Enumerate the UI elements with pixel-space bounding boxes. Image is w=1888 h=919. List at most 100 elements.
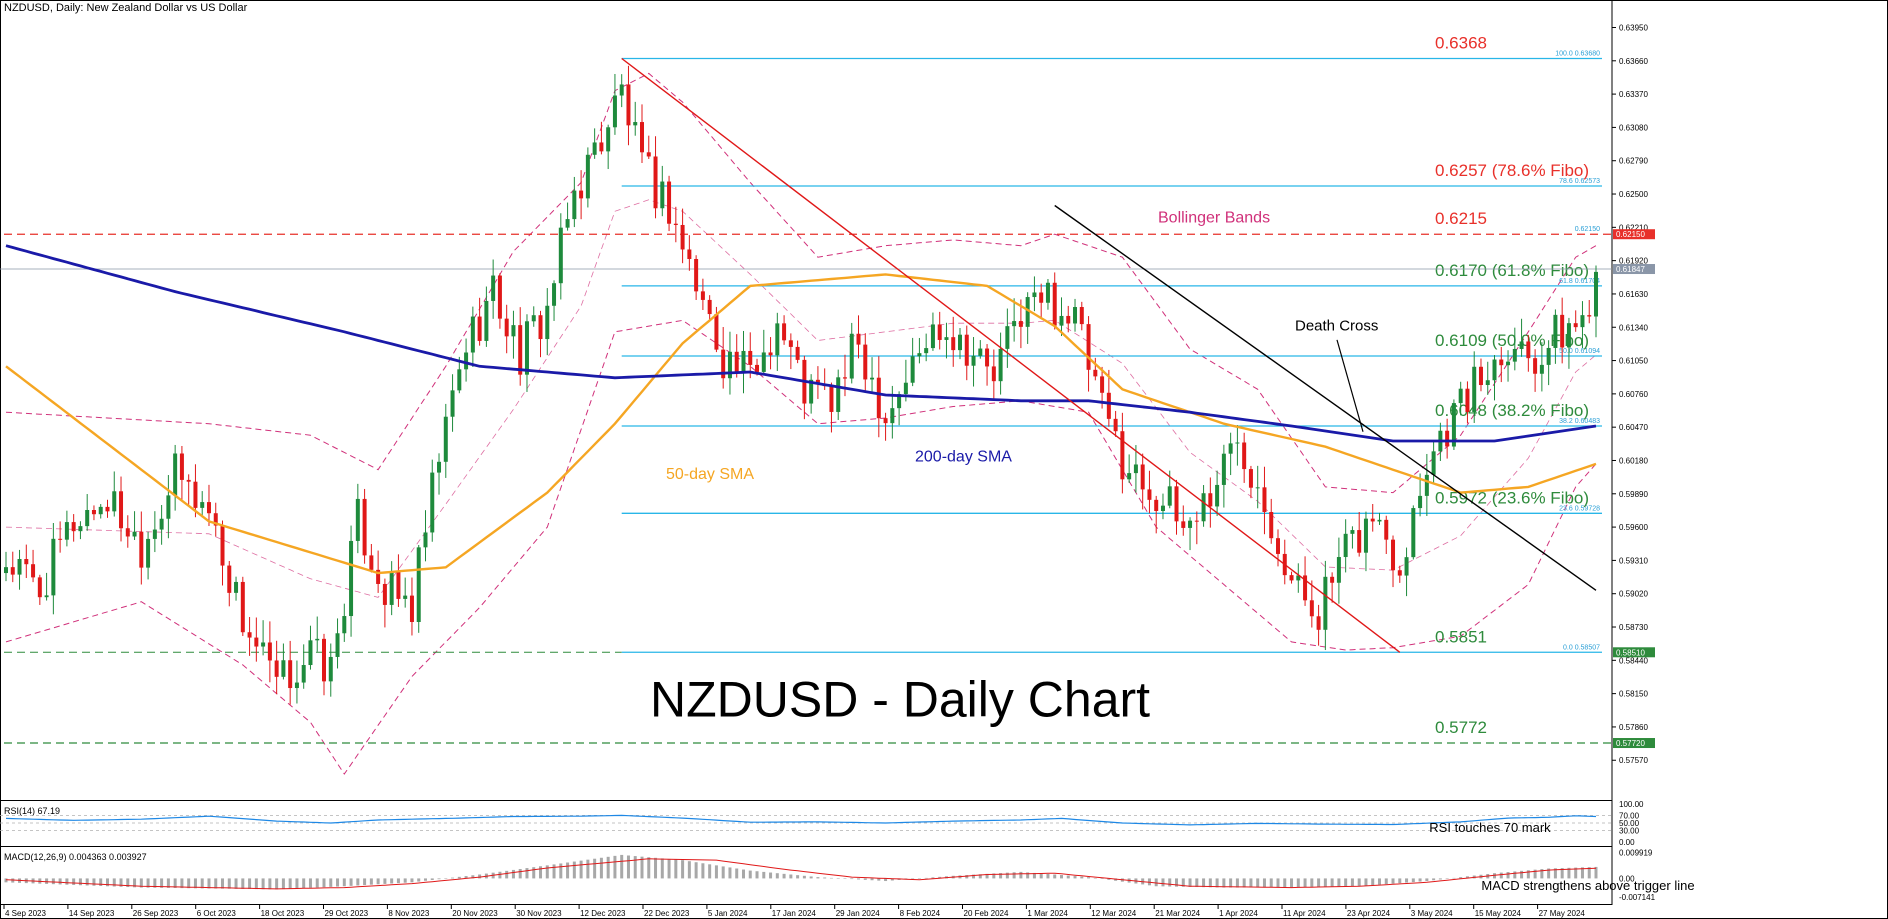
macd-histogram-bar [924,877,928,879]
candle-body [755,364,760,372]
candle-body [91,510,96,515]
macd-label: MACD(12,26,9) 0.004363 0.003927 [4,852,147,862]
macd-histogram-bar [403,878,407,883]
rsi-label: RSI(14) 67.19 [4,806,60,816]
price-tag-box [1613,738,1655,749]
macd-histogram-bar [823,877,827,879]
macd-histogram-bar [681,860,685,879]
macd-histogram-bar [884,878,888,882]
date-axis-label: 14 Sep 2023 [69,909,115,918]
fibo-level-tag: 61.8 0.61704 [1559,278,1600,285]
level-annotation: 0.6368 [1435,33,1487,52]
macd-histogram-bar [166,878,170,888]
candle-body [308,640,313,666]
macd-histogram-bar [268,878,272,890]
candle-body [937,324,942,340]
macd-histogram-bar [1377,878,1381,885]
candle-body [261,642,266,647]
candle-body [1140,464,1145,490]
candle-body [897,394,902,409]
candle-body [1458,388,1463,404]
macd-histogram-bar [1175,878,1179,887]
macd-histogram-bar [1100,878,1104,879]
candle-body [31,564,36,578]
candle-body [1079,307,1084,325]
macd-histogram-bar [525,868,529,879]
macd-histogram-bar [1256,878,1260,888]
macd-histogram-bar [1317,878,1321,888]
candle-body [1309,600,1314,617]
candle-body [1573,323,1578,328]
candle-body [1472,366,1477,413]
price-axis-label: 0.61340 [1619,323,1648,332]
candle-body [457,369,462,391]
macd-histogram-bar [572,861,576,879]
death-cross-label: Death Cross [1295,318,1378,335]
macd-axis-label: 0.009919 [1619,849,1653,858]
candle-body [1587,315,1592,317]
candle-body [768,352,773,356]
candle-body [870,377,875,380]
price-tag-box [1613,647,1655,658]
candle-body [362,498,367,556]
candle-body [741,350,746,373]
macd-histogram-bar [51,878,55,885]
price-axis-label: 0.59600 [1619,523,1648,532]
candle-body [1350,530,1355,534]
candle-body [1005,326,1010,349]
macd-histogram-bar [133,878,137,888]
macd-histogram-bar [356,878,360,886]
candle-body [152,529,157,539]
macd-histogram-bar [1093,878,1097,879]
price-axis-label: 0.59020 [1619,590,1648,599]
candle-body [1228,443,1233,454]
fibo-level-tag: 23.6 0.59728 [1559,505,1600,512]
price-axis-label: 0.62790 [1619,157,1648,166]
macd-histogram-bar [1594,866,1598,879]
macd-histogram-bar [836,878,840,879]
sma50-line [5,273,1597,575]
candle-body [98,506,103,515]
candle-body [1478,366,1483,386]
date-axis-label: 11 Apr 2024 [1283,909,1326,918]
candle-body [958,334,962,351]
candle-body [1566,323,1571,348]
candle-body [267,642,272,661]
candle-body [680,224,685,250]
candle-body [653,156,658,209]
macd-histogram-bar [1493,873,1497,879]
candle-body [355,498,360,541]
date-axis-label: 21 Mar 2024 [1155,909,1200,918]
date-axis-label: 3 May 2024 [1411,909,1453,918]
descending-trendline [1054,204,1597,591]
candle-body [1181,521,1186,528]
candle-body [788,340,793,347]
candle-body [10,567,15,575]
macd-histogram-bar [1154,878,1158,887]
macd-histogram-bar [552,864,556,879]
macd-histogram-bar [660,858,664,879]
macd-histogram-bar [606,856,610,879]
macd-histogram-bar [1066,875,1070,879]
macd-histogram-bar [559,863,563,879]
candle-body [389,571,394,605]
candle-body [1147,489,1152,500]
price-tag-label: 0.61847 [1616,265,1645,274]
candle-body [470,316,475,353]
candle-body [1316,616,1321,630]
candle-body [1154,499,1159,512]
macd-histogram-bar [1560,868,1564,879]
candle-body [795,346,800,360]
macd-histogram-bar [1574,867,1578,879]
candle-body [1580,315,1585,328]
candle-body [1276,538,1280,554]
date-axis-label: 29 Oct 2023 [325,909,369,918]
candle-body [1269,512,1274,539]
candle-body [971,355,976,366]
macd-histogram-bar [870,878,874,881]
macd-histogram-bar [281,878,285,890]
fibo-level-tag: 100.0 0.63680 [1555,50,1600,57]
macd-histogram-bar [1087,877,1091,879]
macd-histogram-bar [1553,868,1557,879]
